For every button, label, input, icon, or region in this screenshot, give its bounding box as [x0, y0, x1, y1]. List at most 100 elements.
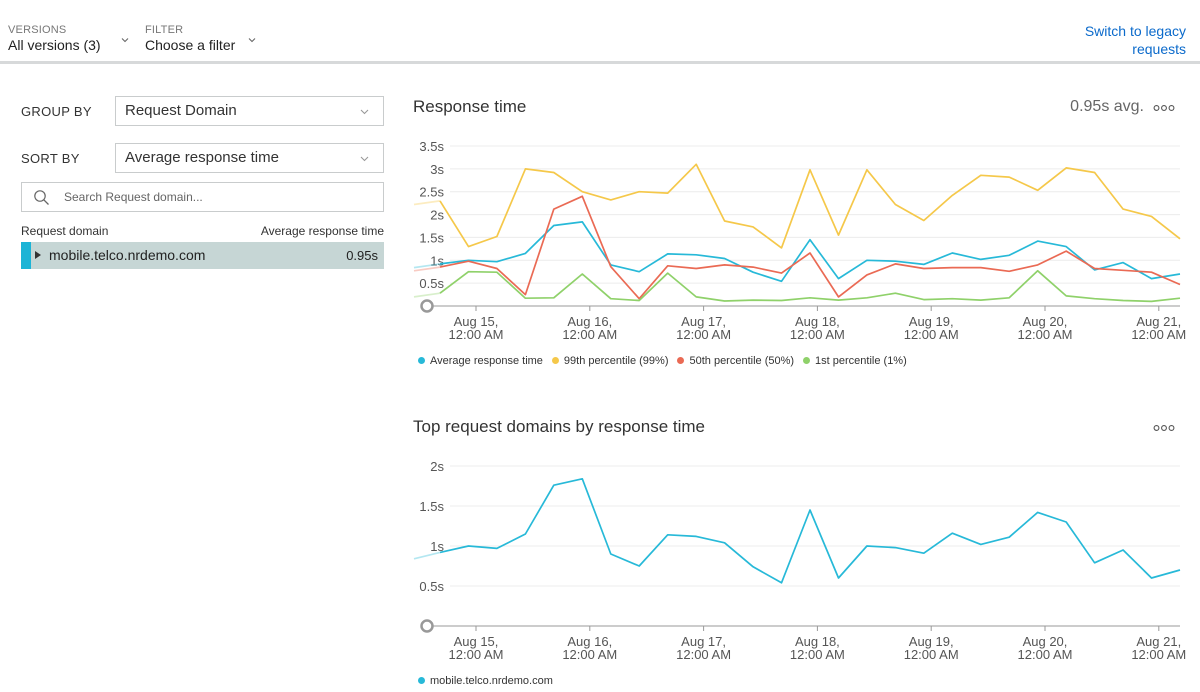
x-tick-label: 12:00 AM — [1131, 327, 1186, 342]
y-tick-label: 0.5s — [419, 579, 444, 594]
y-tick-label: 1s — [430, 539, 444, 554]
x-tick-label: Aug 20, — [1023, 314, 1068, 329]
y-tick-label: 2s — [430, 459, 444, 474]
x-tick-label: 12:00 AM — [1131, 647, 1186, 662]
x-tick-label: Aug 20, — [1023, 634, 1068, 649]
x-tick-label: 12:00 AM — [676, 327, 731, 342]
versions-label: VERSIONS — [8, 24, 67, 36]
search-icon — [34, 190, 49, 205]
legend-dot-icon — [418, 677, 425, 684]
column-header-average[interactable]: Average response time — [260, 224, 384, 238]
filter-selector[interactable]: FILTER Choose a filter — [145, 24, 235, 53]
x-tick-label: Aug 21, — [1136, 634, 1181, 649]
y-tick-label: 3s — [430, 162, 444, 177]
legend-label: Average response time — [430, 355, 543, 367]
series-line-0 — [439, 221, 1181, 283]
legend-dot-icon — [677, 357, 685, 364]
legend-label: 50th percentile (50%) — [689, 355, 795, 367]
x-tick-label: 12:00 AM — [904, 327, 959, 342]
x-tick-label: 12:00 AM — [790, 647, 845, 662]
chevron-down-icon — [360, 109, 369, 115]
x-tick-label: Aug 19, — [909, 634, 954, 649]
x-tick-label: Aug 16, — [567, 314, 612, 329]
versions-value: All versions (3) — [8, 37, 101, 53]
legend-label: 1st percentile (1%) — [815, 355, 907, 367]
search-box — [21, 182, 384, 212]
x-tick-label: 12:00 AM — [449, 327, 504, 342]
y-tick-label: 3.5s — [419, 139, 444, 154]
y-tick-label: 1.5s — [419, 230, 444, 245]
sort-by-select[interactable]: Average response time — [115, 143, 384, 173]
expand-arrow-icon[interactable] — [35, 251, 41, 259]
column-header-domain[interactable]: Request domain — [21, 224, 109, 238]
x-tick-label: Aug 17, — [681, 314, 726, 329]
chevron-down-icon[interactable] — [121, 36, 129, 44]
chevron-down-icon[interactable] — [248, 36, 256, 44]
x-tick-label: 12:00 AM — [790, 327, 845, 342]
legend-item[interactable]: Average response time — [418, 355, 543, 367]
x-tick-label: Aug 18, — [795, 314, 840, 329]
series-line-0 — [439, 477, 1181, 584]
x-tick-label: 12:00 AM — [904, 647, 959, 662]
x-tick-label: 12:00 AM — [562, 647, 617, 662]
legend-item[interactable]: 1st percentile (1%) — [803, 355, 907, 367]
legend-label: mobile.telco.nrdemo.com — [430, 675, 553, 687]
chevron-down-icon — [360, 156, 369, 162]
zoom-handle-icon[interactable] — [420, 299, 434, 313]
filter-label: FILTER — [145, 24, 184, 36]
x-tick-label: 12:00 AM — [1018, 327, 1073, 342]
top-domains-legend: mobile.telco.nrdemo.com — [418, 675, 562, 687]
more-options-icon[interactable] — [1153, 104, 1175, 112]
x-tick-label: 12:00 AM — [562, 327, 617, 342]
series-lead-in — [413, 200, 441, 206]
legend-item[interactable]: mobile.telco.nrdemo.com — [418, 675, 553, 687]
y-tick-label: 0.5s — [419, 276, 444, 291]
x-tick-label: Aug 15, — [454, 314, 499, 329]
x-tick-label: Aug 15, — [454, 634, 499, 649]
top-domains-title: Top request domains by response time — [413, 417, 705, 436]
series-line-2 — [439, 195, 1181, 300]
legend-dot-icon — [803, 357, 811, 364]
row-selected-indicator — [21, 242, 31, 269]
y-tick-label: 2.5s — [419, 185, 444, 200]
group-by-label: GROUP BY — [21, 104, 92, 119]
y-tick-label: 1.5s — [419, 499, 444, 514]
legend-item[interactable]: 99th percentile (99%) — [551, 355, 669, 367]
response-time-title: Response time — [413, 97, 527, 116]
series-lead-in — [413, 292, 441, 298]
legend-item[interactable]: 50th percentile (50%) — [677, 355, 794, 367]
row-value: 0.95s — [346, 248, 378, 263]
legend-label: 99th percentile (99%) — [563, 355, 669, 367]
x-tick-label: Aug 18, — [795, 634, 840, 649]
series-line-1 — [439, 163, 1181, 249]
series-line-3 — [439, 269, 1181, 303]
series-lead-in — [413, 551, 441, 560]
series-lead-in — [413, 263, 441, 269]
switch-to-legacy-link[interactable]: Switch to legacy requests — [1085, 22, 1186, 58]
response-time-legend: Average response time 99th percentile (99… — [418, 355, 916, 367]
y-tick-label: 2s — [430, 208, 444, 223]
x-tick-label: Aug 16, — [567, 634, 612, 649]
response-time-average: 0.95s avg. — [1070, 98, 1144, 115]
legend-dot-icon — [418, 357, 425, 364]
group-by-value: Request Domain — [125, 102, 237, 119]
search-input[interactable] — [64, 183, 374, 211]
x-tick-label: 12:00 AM — [676, 647, 731, 662]
x-tick-label: 12:00 AM — [1018, 647, 1073, 662]
x-tick-label: 12:00 AM — [449, 647, 504, 662]
zoom-handle-icon[interactable] — [420, 619, 434, 633]
x-tick-label: Aug 21, — [1136, 314, 1181, 329]
legacy-link-line1: Switch to legacy — [1084, 23, 1186, 39]
series-lead-in — [413, 266, 441, 272]
top-bar: VERSIONS All versions (3) FILTER Choose … — [0, 0, 1200, 64]
x-tick-label: Aug 19, — [909, 314, 954, 329]
legacy-link-line2: requests — [1132, 41, 1186, 57]
group-by-select[interactable]: Request Domain — [115, 96, 384, 126]
table-row[interactable]: mobile.telco.nrdemo.com 0.95s — [21, 242, 384, 269]
more-options-icon[interactable] — [1153, 424, 1175, 432]
filter-value: Choose a filter — [145, 37, 236, 53]
versions-selector[interactable]: VERSIONS All versions (3) — [8, 24, 101, 53]
sort-by-label: SORT BY — [21, 151, 80, 166]
